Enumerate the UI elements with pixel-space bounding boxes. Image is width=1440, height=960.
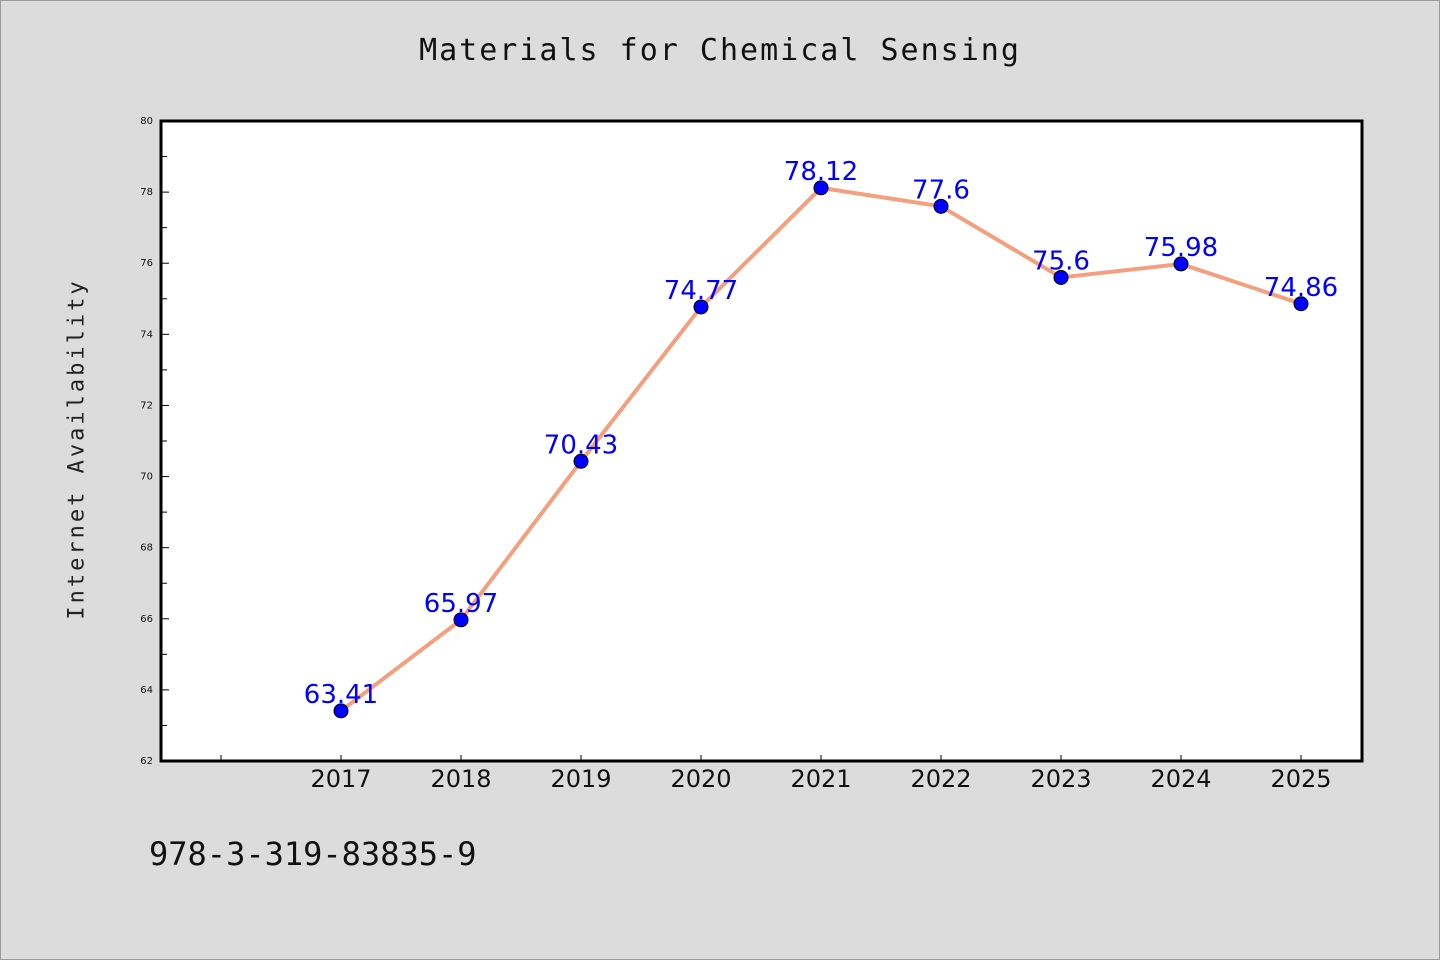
data-point [1293, 296, 1309, 312]
x-tick-label: 2024 [1150, 765, 1211, 793]
data-label: 75.98 [1144, 233, 1218, 263]
y-tick-label: 80 [140, 116, 153, 127]
footer-code: 978-3-319-83835-9 [149, 835, 477, 873]
x-tick-label: 2022 [910, 765, 971, 793]
data-label: 63.41 [304, 680, 378, 710]
y-tick-label: 72 [140, 400, 153, 411]
data-label: 74.86 [1264, 273, 1338, 303]
x-tick-label: 2025 [1270, 765, 1331, 793]
x-tick-label: 2018 [430, 765, 491, 793]
y-tick-label: 62 [140, 756, 153, 767]
data-labels-layer: 63.41 65.97 70.43 74.77 78.12 77.6 75.6 75.98 74… [304, 157, 1338, 710]
data-label: 77.6 [912, 175, 970, 205]
y-tick-label: 76 [140, 258, 153, 269]
data-label: 65.97 [424, 589, 498, 619]
data-point [813, 180, 829, 196]
data-point [333, 703, 349, 719]
y-tick-label: 66 [140, 614, 153, 625]
x-tick-label: 2021 [790, 765, 851, 793]
y-tick-label: 68 [140, 543, 153, 554]
axis-ticks: 62 64 66 68 70 72 74 76 78 80 2017 2018 2019 2020 2021… [140, 116, 1331, 793]
data-point [453, 612, 469, 628]
data-point [933, 198, 949, 214]
data-point [573, 453, 589, 469]
markers-layer [333, 180, 1309, 719]
data-label: 70.43 [544, 430, 618, 460]
x-tick-label: 2020 [670, 765, 731, 793]
x-tick-label: 2023 [1030, 765, 1091, 793]
data-label: 78.12 [784, 157, 858, 187]
data-point [1053, 269, 1069, 285]
data-label: 74.77 [664, 276, 738, 306]
data-label: 75.6 [1032, 246, 1090, 276]
y-tick-label: 78 [140, 187, 153, 198]
data-point [693, 299, 709, 315]
x-tick-label: 2017 [310, 765, 371, 793]
data-point [1173, 256, 1189, 272]
chart-title: Materials for Chemical Sensing [419, 33, 1021, 68]
x-tick-label: 2019 [550, 765, 611, 793]
y-tick-label: 70 [140, 472, 153, 483]
y-tick-label: 64 [140, 685, 153, 696]
y-tick-label: 74 [140, 329, 153, 340]
plot-area [159, 119, 1364, 763]
